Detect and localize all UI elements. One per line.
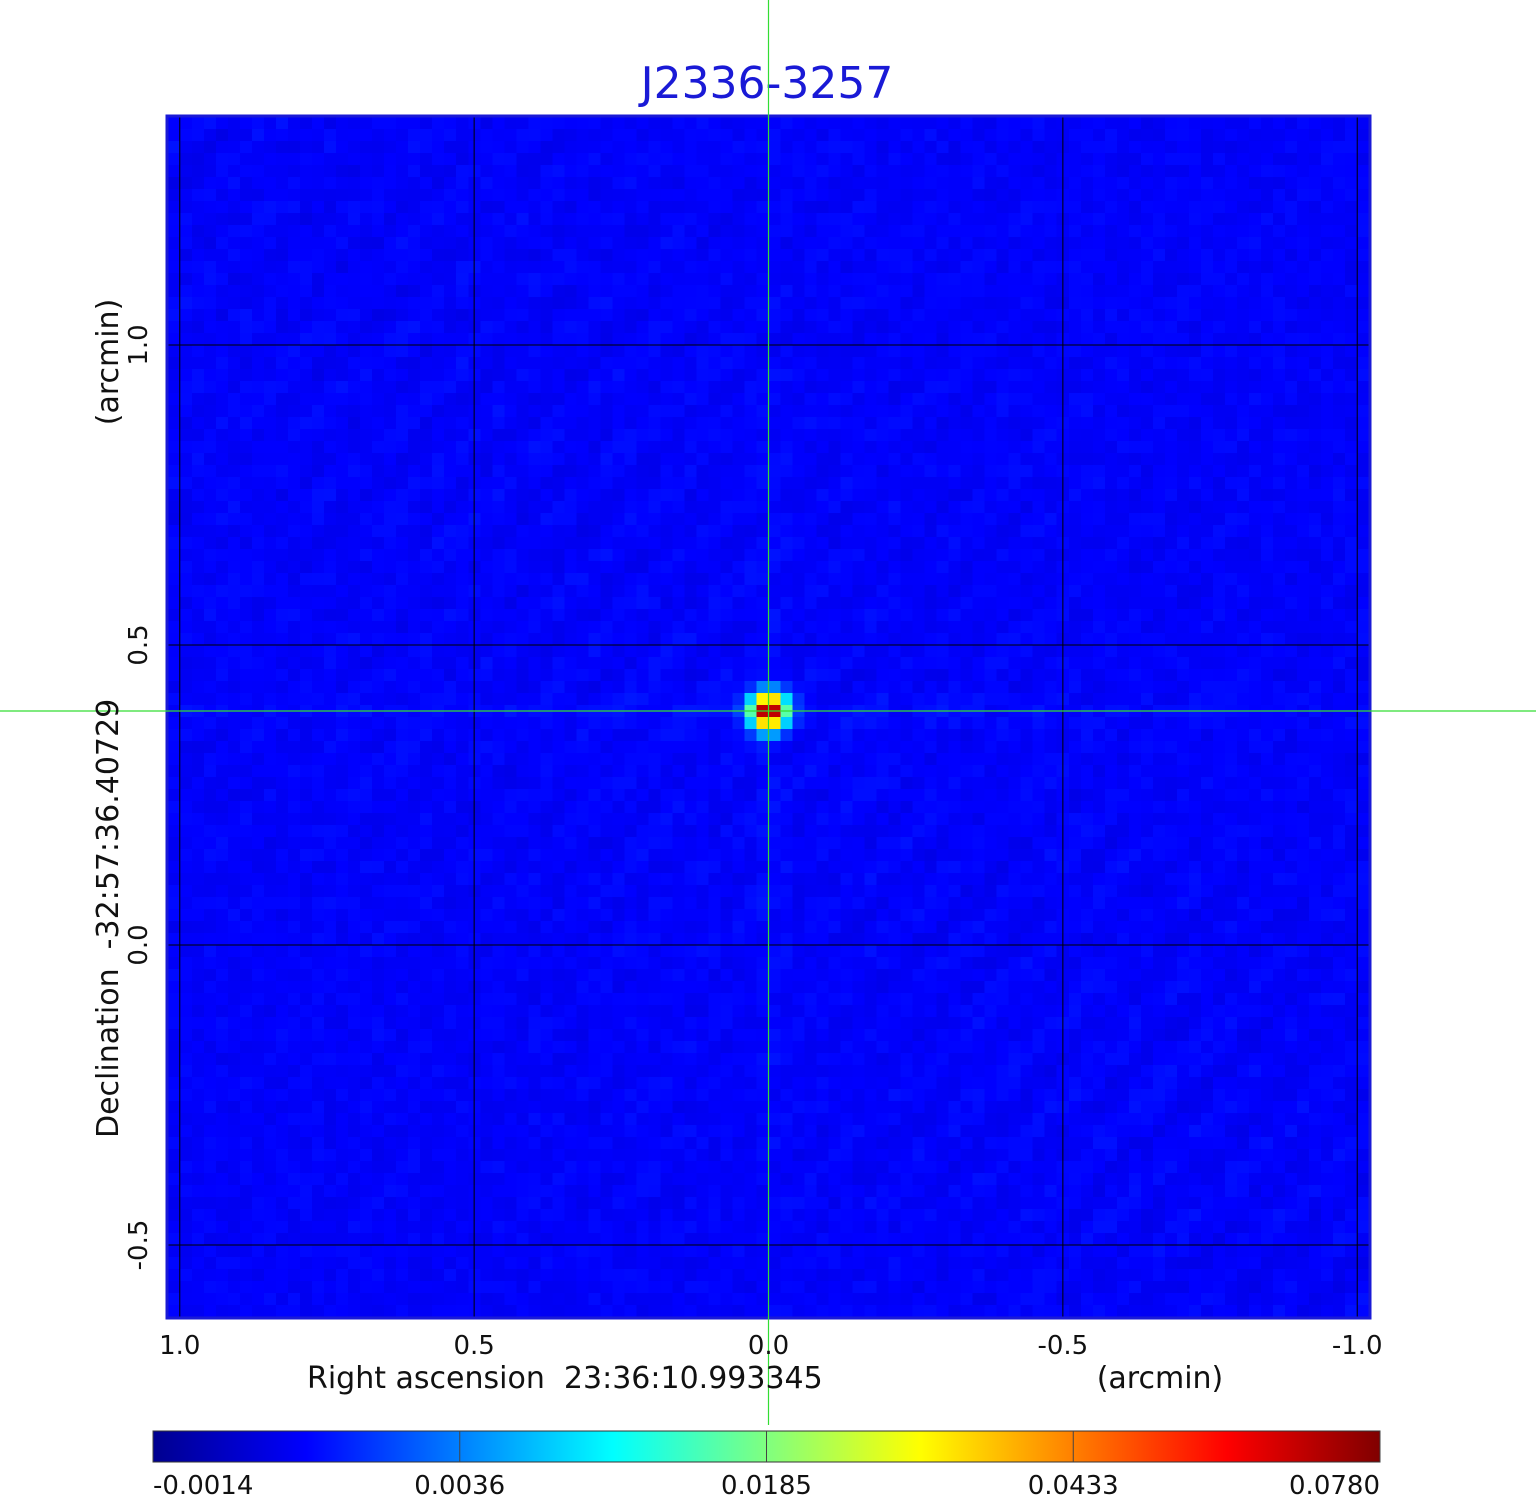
x-tick-label: -0.5 <box>1037 1331 1088 1361</box>
y-tick-label: -0.5 <box>124 1220 154 1271</box>
y-tick-label: 0.0 <box>124 924 154 965</box>
y-axis-unit: (arcmin) <box>91 299 126 426</box>
x-tick-label: 0.5 <box>453 1331 494 1361</box>
y-tick-label: 0.5 <box>124 624 154 665</box>
y-axis-ticks: -0.5 0.0 0.5 1.0 <box>124 324 154 1270</box>
colorbar-ticks: -0.0014 0.0036 0.0185 0.0433 0.0780 <box>152 1431 1381 1500</box>
colorbar-tick-label: -0.0014 <box>153 1471 253 1500</box>
x-tick-label: 1.0 <box>159 1331 200 1361</box>
y-tick-label: 1.0 <box>124 324 154 365</box>
x-tick-label: 0.0 <box>748 1331 789 1361</box>
x-axis-unit: (arcmin) <box>1097 1361 1224 1396</box>
colorbar-tick-label: 0.0036 <box>414 1471 505 1500</box>
x-axis-ticks: 1.0 0.5 0.0 -0.5 -1.0 <box>159 1331 1382 1361</box>
crosshair <box>0 0 1536 1425</box>
colorbar-tick-label: 0.0185 <box>721 1471 812 1500</box>
chart-title: J2336-3257 <box>638 58 894 109</box>
x-tick-label: -1.0 <box>1332 1331 1383 1361</box>
colorbar-tick-label: 0.0433 <box>1028 1471 1119 1500</box>
y-axis-label: Declination -32:57:36.40729 <box>91 699 126 1138</box>
colorbar-tick-label: 0.0780 <box>1289 1471 1380 1500</box>
x-axis-label: Right ascension 23:36:10.993345 <box>307 1361 823 1396</box>
